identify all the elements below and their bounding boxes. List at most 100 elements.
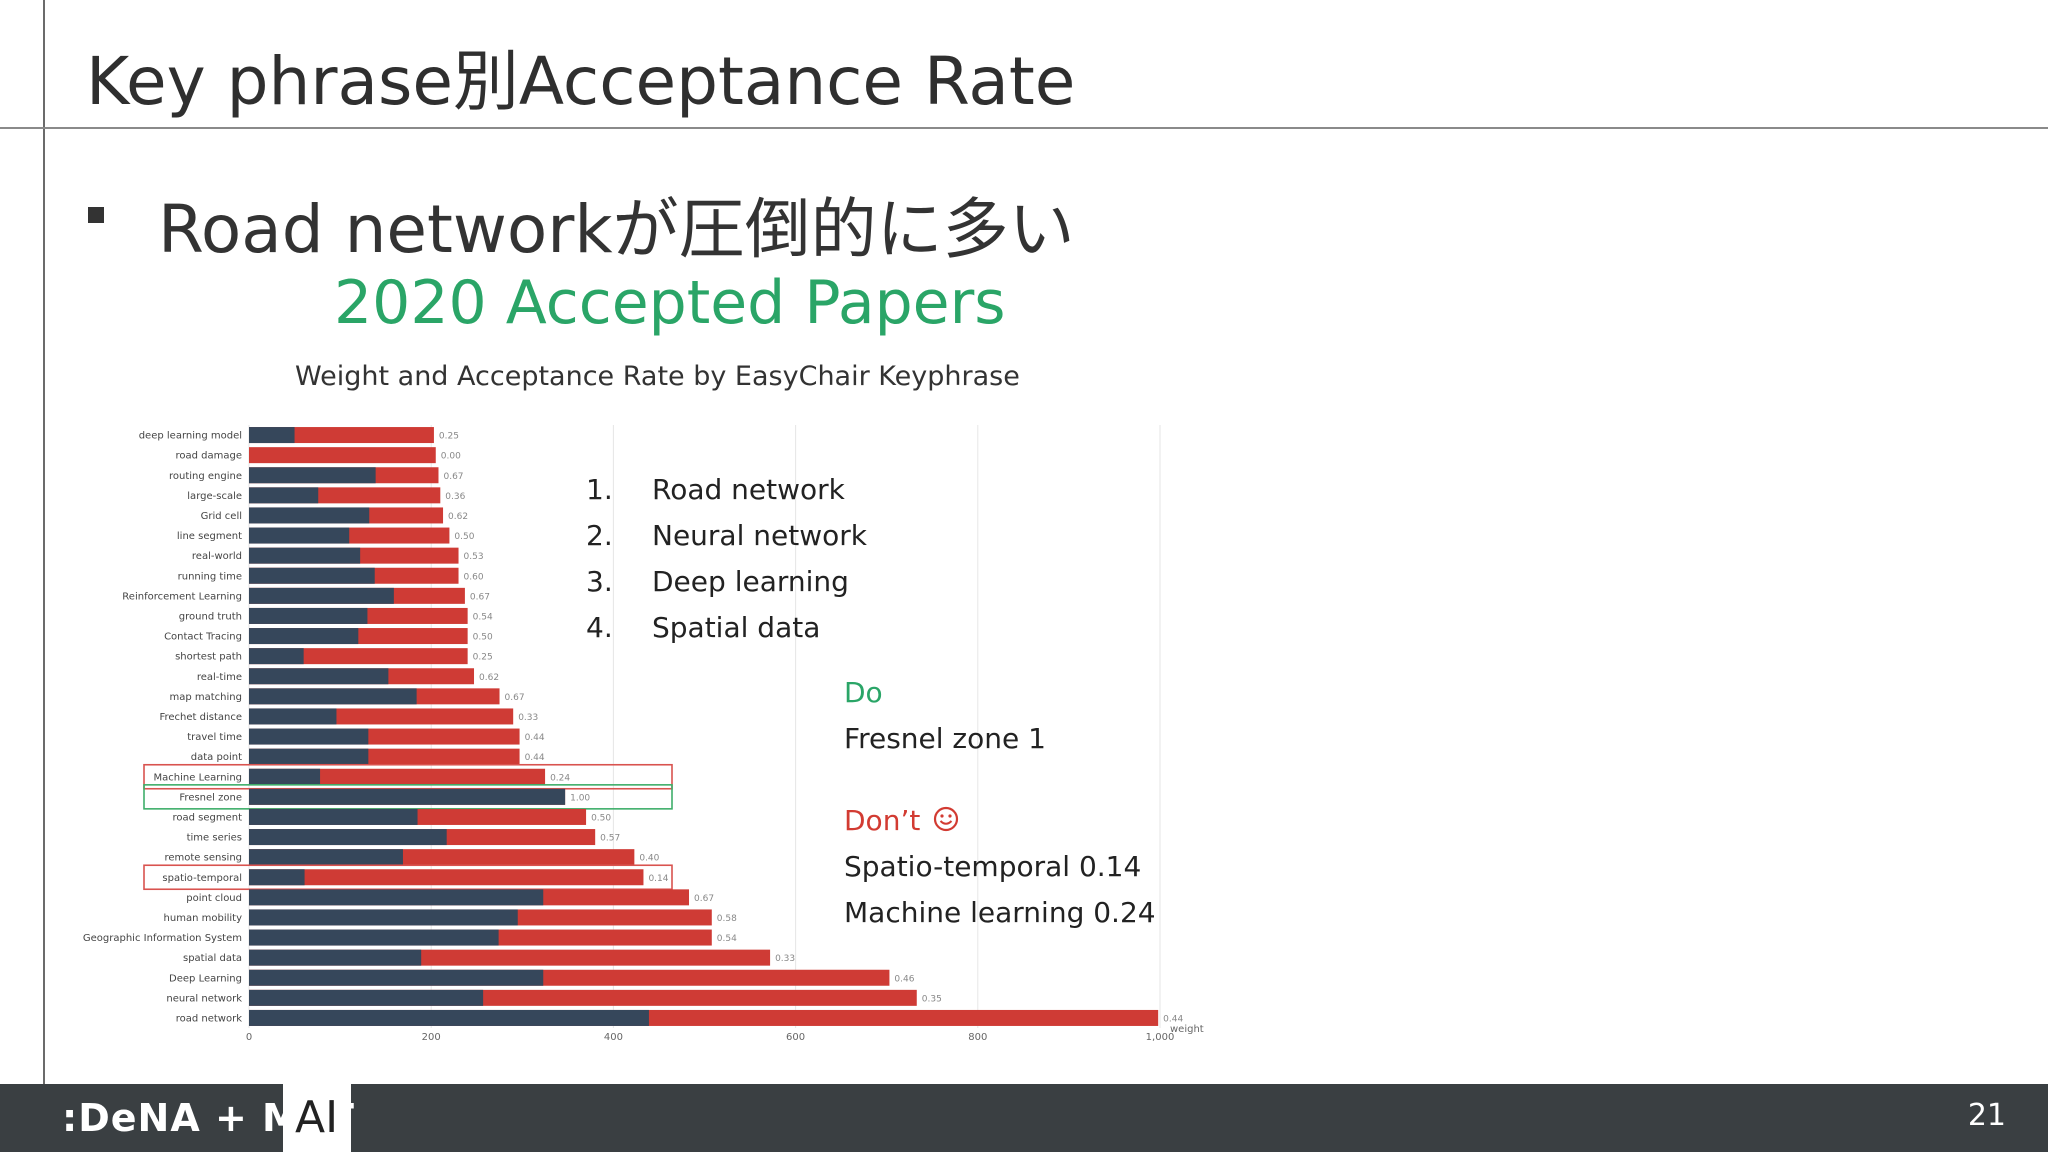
ranking-number: 2. bbox=[586, 519, 613, 552]
category-label: Deep Learning bbox=[169, 973, 242, 984]
bar-accepted bbox=[249, 849, 403, 866]
rate-label: 0.67 bbox=[505, 693, 525, 703]
figure-subtitle: Weight and Acceptance Rate by EasyChair … bbox=[295, 361, 1020, 392]
bar-total bbox=[249, 447, 436, 464]
rate-label: 0.50 bbox=[454, 532, 474, 542]
bar-accepted bbox=[249, 929, 499, 946]
category-label: data point bbox=[191, 752, 242, 763]
category-label: running time bbox=[178, 571, 242, 582]
rate-label: 0.53 bbox=[464, 552, 484, 562]
bar-accepted bbox=[249, 788, 566, 805]
rate-label: 0.54 bbox=[473, 612, 493, 622]
rate-label: 0.58 bbox=[717, 914, 737, 924]
rate-label: 0.33 bbox=[518, 713, 538, 723]
ai-label: AI bbox=[295, 1092, 339, 1143]
bar-total bbox=[249, 768, 546, 785]
category-label: map matching bbox=[170, 692, 243, 703]
bar-accepted bbox=[249, 1009, 649, 1026]
x-tick-label: 800 bbox=[968, 1032, 987, 1043]
page-number: 21 bbox=[1967, 1098, 2006, 1133]
dont-block: Don’t Spatio-temporal 0.14 Machine learn… bbox=[844, 804, 1156, 942]
category-label: road damage bbox=[175, 451, 242, 462]
bar-accepted bbox=[249, 507, 370, 524]
category-label: Frechet distance bbox=[159, 712, 242, 723]
rate-label: 0.50 bbox=[473, 633, 493, 643]
category-label: spatio-temporal bbox=[162, 873, 242, 884]
do-line: Fresnel zone 1 bbox=[844, 722, 1046, 755]
bar-accepted bbox=[249, 969, 544, 986]
ranking-number: 1. bbox=[586, 473, 613, 506]
bar-accepted bbox=[249, 527, 350, 544]
x-tick-label: 0 bbox=[246, 1032, 252, 1043]
rate-label: 0.60 bbox=[464, 572, 484, 582]
category-label: real-time bbox=[197, 672, 242, 683]
rate-label: 1.00 bbox=[570, 793, 590, 803]
rate-label: 0.46 bbox=[894, 974, 914, 984]
category-label: travel time bbox=[187, 732, 242, 743]
rate-label: 0.35 bbox=[922, 994, 942, 1004]
bar-accepted bbox=[249, 989, 484, 1006]
bar-accepted bbox=[249, 949, 422, 966]
do-heading: Do bbox=[844, 676, 883, 709]
category-label: point cloud bbox=[186, 893, 242, 904]
category-label: spatial data bbox=[183, 953, 242, 964]
ranking-label: Spatial data bbox=[652, 611, 821, 644]
category-label: time series bbox=[187, 833, 242, 844]
rate-label: 0.62 bbox=[448, 512, 468, 522]
bar-accepted bbox=[249, 768, 321, 785]
category-label: routing engine bbox=[169, 471, 242, 482]
rate-label: 0.44 bbox=[525, 753, 545, 763]
bar-accepted bbox=[249, 427, 295, 444]
bar-accepted bbox=[249, 708, 337, 725]
rate-label: 0.67 bbox=[470, 592, 490, 602]
x-tick-label: 1,000 bbox=[1146, 1032, 1175, 1043]
bar-accepted bbox=[249, 487, 319, 504]
category-label: road network bbox=[176, 1013, 242, 1024]
highlight-box-green bbox=[143, 784, 673, 810]
bar-total bbox=[249, 869, 644, 886]
category-label: Reinforcement Learning bbox=[122, 591, 242, 602]
category-label: neural network bbox=[166, 993, 242, 1004]
rate-label: 0.67 bbox=[443, 472, 463, 482]
rate-label: 0.25 bbox=[439, 432, 459, 442]
do-block: Do Fresnel zone 1 bbox=[844, 676, 1046, 755]
bar-accepted bbox=[249, 688, 417, 705]
rate-label: 0.33 bbox=[775, 954, 795, 964]
category-label: Machine Learning bbox=[154, 772, 242, 783]
bar-total bbox=[249, 427, 434, 444]
x-axis-label: weight bbox=[1170, 1024, 1204, 1035]
bar-accepted bbox=[249, 587, 394, 604]
rate-label: 0.62 bbox=[479, 673, 499, 683]
x-tick-label: 600 bbox=[786, 1032, 805, 1043]
highlight-box-red bbox=[143, 864, 673, 891]
rate-label: 0.00 bbox=[441, 452, 461, 462]
rate-label: 0.54 bbox=[717, 934, 737, 944]
category-label: human mobility bbox=[164, 913, 243, 924]
bar-accepted bbox=[249, 869, 305, 886]
ai-badge bbox=[283, 1084, 351, 1152]
left-rule bbox=[43, 0, 45, 1084]
bar-accepted bbox=[249, 668, 389, 685]
category-label: Grid cell bbox=[201, 511, 242, 522]
rate-label: 0.67 bbox=[694, 894, 714, 904]
bullet-text: Road networkが圧倒的に多い bbox=[158, 191, 1075, 268]
category-label: remote sensing bbox=[164, 853, 242, 864]
dont-heading-text: Don’t bbox=[844, 804, 921, 837]
category-label: ground truth bbox=[179, 611, 242, 622]
rate-label: 0.25 bbox=[473, 653, 493, 663]
ranking-label: Neural network bbox=[652, 519, 867, 552]
dont-line: Spatio-temporal 0.14 bbox=[844, 850, 1142, 883]
bar-accepted bbox=[249, 748, 369, 765]
bullet-marker bbox=[88, 207, 104, 223]
bar-accepted bbox=[249, 728, 369, 745]
figure-title: 2020 Accepted Papers bbox=[334, 268, 1006, 338]
bar-accepted bbox=[249, 628, 359, 645]
bar-accepted bbox=[249, 808, 418, 825]
rate-label: 0.57 bbox=[600, 834, 620, 844]
rate-label: 0.44 bbox=[525, 733, 545, 743]
x-tick-label: 200 bbox=[422, 1032, 441, 1043]
dont-line: Machine learning 0.24 bbox=[844, 896, 1156, 929]
category-label: road segment bbox=[172, 812, 242, 823]
rate-label: 0.14 bbox=[648, 874, 668, 884]
